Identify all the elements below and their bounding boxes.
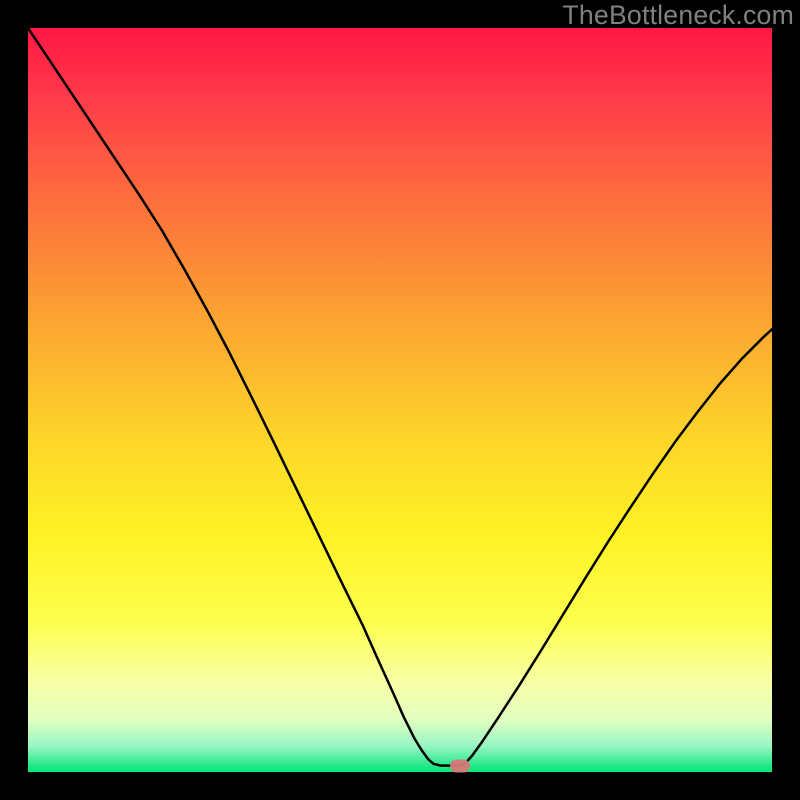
gradient-background bbox=[28, 28, 772, 772]
watermark-label: TheBottleneck.com bbox=[562, 0, 794, 31]
chart-stage: TheBottleneck.com bbox=[0, 0, 800, 800]
current-value-marker bbox=[450, 759, 470, 772]
